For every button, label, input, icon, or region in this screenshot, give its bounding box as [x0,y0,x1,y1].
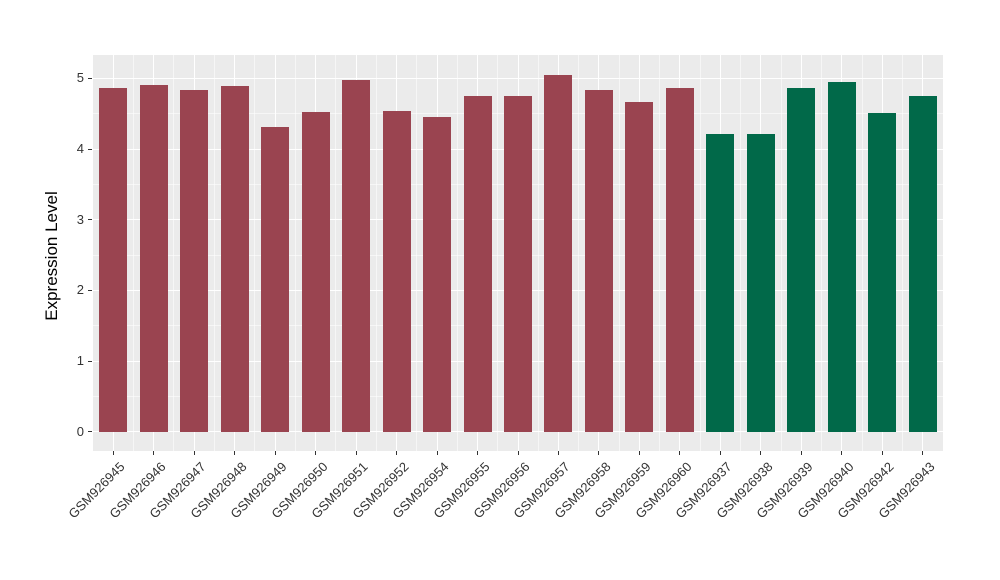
bar [464,96,492,432]
bar [909,96,937,432]
gridline-vertical-minor [902,55,904,451]
y-tick-label: 4 [76,141,84,157]
y-tick-label: 1 [76,353,84,369]
gridline-vertical-minor [132,55,134,451]
bar [787,87,815,432]
gridline-vertical-minor [375,55,377,451]
y-axis-tick [88,219,92,221]
bar [828,81,856,432]
x-axis-tick [274,451,276,455]
y-axis-title: Expression Level [42,191,61,321]
y-axis-tick [88,148,92,150]
gridline-vertical-minor [537,55,539,451]
y-tick-label: 0 [76,423,84,439]
x-axis-tick [881,451,883,455]
gridline-vertical-minor [780,55,782,451]
x-axis-tick [396,451,398,455]
x-axis-tick [315,451,317,455]
x-axis-tick [234,451,236,455]
bar [261,127,289,432]
gridline-vertical-minor [173,55,175,451]
bar [544,74,572,432]
x-axis-tick [153,451,155,455]
gridline-vertical-minor [456,55,458,451]
y-axis-tick [88,431,92,433]
gridline-vertical-minor [699,55,701,451]
gridline-vertical-minor [254,55,256,451]
bar [383,110,411,432]
x-axis-tick [719,451,721,455]
x-axis-tick [112,451,114,455]
x-axis-tick [557,451,559,455]
gridline-vertical-minor [659,55,661,451]
x-axis-tick [598,451,600,455]
bar [868,112,896,432]
bar [625,101,653,432]
gridline-vertical-minor [213,55,215,451]
bar [423,117,451,432]
gridline-vertical-minor [740,55,742,451]
x-axis-tick [760,451,762,455]
x-axis-tick [355,451,357,455]
bar [99,87,127,432]
gridline-vertical-minor [618,55,620,451]
bar [504,96,532,432]
bar [140,84,168,432]
bar [666,87,694,432]
y-tick-label: 3 [76,211,84,227]
x-axis-tick [922,451,924,455]
y-axis-tick [88,360,92,362]
x-axis-tick [436,451,438,455]
bar [180,89,208,432]
x-axis-tick [193,451,195,455]
gridline-vertical-minor [497,55,499,451]
y-tick-label: 5 [76,70,84,86]
gridline-vertical-minor [578,55,580,451]
gridline-vertical-minor [335,55,337,451]
x-axis-tick [517,451,519,455]
x-axis-tick [638,451,640,455]
x-axis-tick [679,451,681,455]
bar [747,134,775,432]
bar [221,86,249,432]
gridline-vertical-minor [416,55,418,451]
y-tick-label: 2 [76,282,84,298]
bar [302,111,330,432]
x-axis-tick [477,451,479,455]
y-axis-tick [88,289,92,291]
x-axis-tick [800,451,802,455]
bar [342,79,370,432]
gridline-vertical-minor [821,55,823,451]
y-axis-tick [88,77,92,79]
gridline-vertical-minor [294,55,296,451]
x-axis-tick [841,451,843,455]
plot-panel [93,55,943,451]
bar [706,134,734,432]
bar [585,89,613,432]
gridline-vertical-minor [861,55,863,451]
